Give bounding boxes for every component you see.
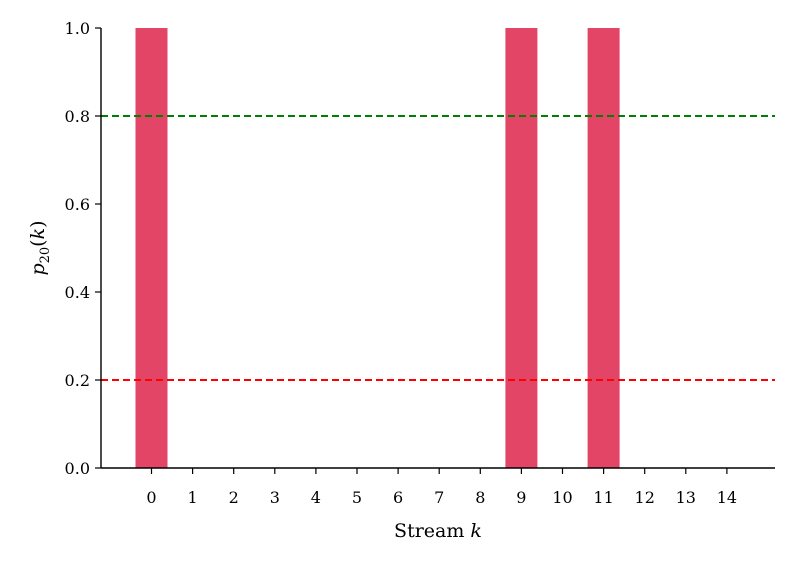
x-ticks: 0 1 2 3 4 5 6 7 8 9 10 11 12 13 14 [146,468,737,507]
x-tick-label: 4 [311,488,321,507]
x-tick-label: 9 [516,488,526,507]
x-tick-label: 2 [229,488,239,507]
x-tick-label: 7 [434,488,444,507]
y-axis-label-sub: 20 [38,247,53,264]
y-tick-label: 0.4 [65,283,90,302]
y-axis-label-arg: k [27,228,49,240]
x-tick-label: 0 [146,488,156,507]
reference-lines [101,115,775,381]
bars-group [135,28,620,468]
x-axis-label: Stream k [394,520,482,542]
x-tick-label: 10 [552,488,572,507]
y-axis-label-open: ( [27,239,49,246]
y-ticks: 0.0 0.2 0.4 0.6 0.8 1.0 [65,19,101,478]
x-tick-label: 3 [270,488,280,507]
y-tick-label: 0.6 [65,195,90,214]
bar-9 [505,28,538,468]
bar-0 [135,28,168,468]
y-tick-label: 1.0 [65,19,90,38]
x-axis-label-text: Stream [394,520,470,542]
bar-11 [587,28,620,468]
y-tick-label: 0.8 [65,107,90,126]
y-axis-label-close: ) [27,220,49,227]
x-tick-label: 1 [188,488,198,507]
y-axis-label-var: p [27,263,49,275]
x-tick-label: 14 [717,488,737,507]
x-axis-label-var: k [470,520,482,542]
y-tick-label: 0.2 [65,371,90,390]
y-tick-label: 0.0 [65,459,90,478]
y-axis-label: p20(k) [27,220,53,275]
x-tick-label: 12 [635,488,655,507]
x-tick-label: 6 [393,488,403,507]
x-tick-label: 13 [676,488,696,507]
x-tick-label: 11 [593,488,613,507]
x-tick-label: 5 [352,488,362,507]
x-tick-label: 8 [475,488,485,507]
